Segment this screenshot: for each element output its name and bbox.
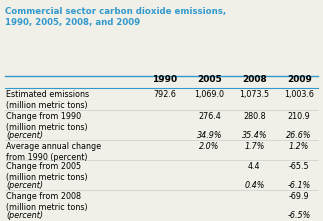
Text: 2005: 2005 — [197, 75, 222, 84]
Text: 280.8: 280.8 — [243, 112, 266, 121]
Text: Change from 2005
(million metric tons): Change from 2005 (million metric tons) — [6, 162, 88, 182]
Text: Change from 2008
(million metric tons): Change from 2008 (million metric tons) — [6, 192, 88, 212]
Text: 1,073.5: 1,073.5 — [239, 90, 269, 99]
Text: -6.1%: -6.1% — [287, 181, 311, 190]
Text: 1,069.0: 1,069.0 — [194, 90, 224, 99]
Text: (percent): (percent) — [6, 181, 43, 190]
Text: 210.9: 210.9 — [288, 112, 311, 121]
Text: 34.9%: 34.9% — [197, 131, 222, 140]
Text: 276.4: 276.4 — [198, 112, 221, 121]
Text: Commercial sector carbon dioxide emissions,
1990, 2005, 2008, and 2009: Commercial sector carbon dioxide emissio… — [5, 7, 226, 27]
Text: 35.4%: 35.4% — [242, 131, 267, 140]
Text: Change from 1990
(million metric tons): Change from 1990 (million metric tons) — [6, 112, 88, 131]
Text: Average annual change
from 1990 (percent): Average annual change from 1990 (percent… — [6, 142, 101, 162]
Text: 2009: 2009 — [287, 75, 312, 84]
Text: 2008: 2008 — [242, 75, 267, 84]
Text: -65.5: -65.5 — [289, 162, 309, 171]
Text: 26.6%: 26.6% — [287, 131, 312, 140]
Text: 1,003.6: 1,003.6 — [284, 90, 314, 99]
Text: (percent): (percent) — [6, 211, 43, 220]
Text: 792.6: 792.6 — [153, 90, 176, 99]
Text: 1.7%: 1.7% — [244, 142, 265, 151]
Text: -69.9: -69.9 — [289, 192, 309, 201]
Text: Estimated emissions
(million metric tons): Estimated emissions (million metric tons… — [6, 90, 89, 110]
Text: 4.4: 4.4 — [248, 162, 261, 171]
Text: (percent): (percent) — [6, 131, 43, 140]
Text: -6.5%: -6.5% — [287, 211, 311, 220]
Text: 2.0%: 2.0% — [199, 142, 220, 151]
Text: 1990: 1990 — [152, 75, 177, 84]
Text: 0.4%: 0.4% — [244, 181, 265, 190]
Text: 1.2%: 1.2% — [289, 142, 309, 151]
